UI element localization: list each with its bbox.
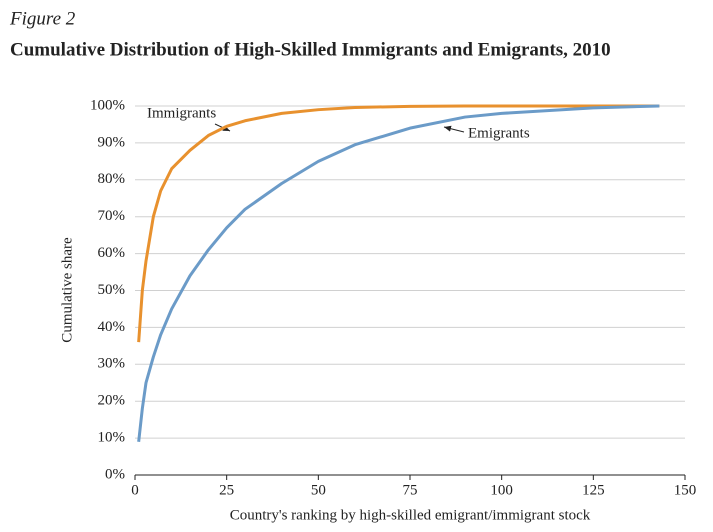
y-tick-label: 100% (90, 97, 125, 113)
x-tick-label: 100 (490, 482, 513, 498)
y-tick-label: 50% (98, 282, 126, 298)
y-tick-label: 90% (98, 134, 126, 150)
series-label: Immigrants (147, 105, 216, 121)
y-tick-label: 40% (98, 319, 126, 335)
series-label: Emigrants (468, 125, 530, 141)
y-tick-label: 10% (98, 430, 126, 446)
y-axis-label: Cumulative share (59, 237, 75, 343)
y-tick-label: 30% (98, 356, 126, 372)
y-tick-label: 0% (105, 466, 125, 482)
x-tick-label: 150 (674, 482, 697, 498)
y-tick-label: 80% (98, 171, 126, 187)
y-tick-label: 60% (98, 245, 126, 261)
series-line (137, 104, 660, 343)
x-tick-label: 25 (219, 482, 234, 498)
chart-title: Cumulative Distribution of High-Skilled … (10, 39, 611, 60)
y-tick-label: 70% (98, 208, 126, 224)
x-tick-label: 125 (582, 482, 605, 498)
x-tick-label: 75 (403, 482, 418, 498)
figure-label: Figure 2 (9, 8, 76, 29)
series-line (137, 104, 660, 442)
x-axis-label: Country's ranking by high-skilled emigra… (230, 507, 591, 523)
x-tick-label: 50 (311, 482, 326, 498)
y-tick-label: 20% (98, 393, 126, 409)
annotation-arrow (443, 125, 465, 133)
x-tick-label: 0 (131, 482, 139, 498)
